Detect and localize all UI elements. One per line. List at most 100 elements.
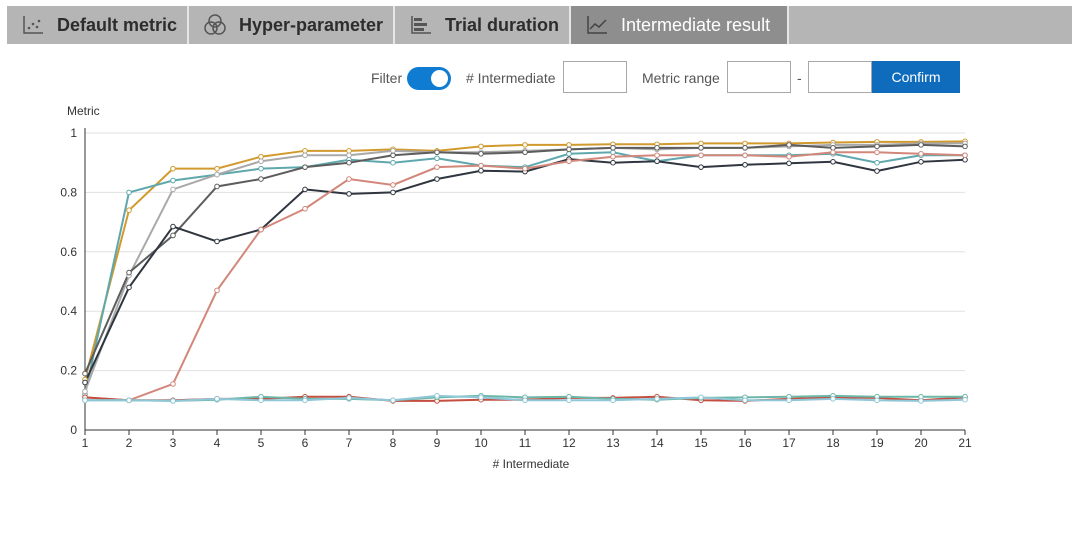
data-point	[654, 158, 660, 165]
data-point	[786, 142, 792, 148]
data-point	[126, 189, 132, 196]
tab-trial-duration[interactable]: Trial duration	[395, 6, 571, 44]
x-tick-label: 6	[302, 436, 309, 450]
data-point	[214, 171, 220, 178]
data-point	[346, 148, 352, 154]
data-point	[918, 159, 924, 165]
data-point	[522, 397, 528, 404]
axes: 00.20.40.60.811 2 3 4 5 6 7 8 9 10 11 12 13 14 15 16 17 1…	[60, 126, 972, 450]
data-point	[874, 159, 880, 166]
data-point	[654, 396, 660, 402]
panel-background	[7, 44, 1072, 474]
tab-default-metric[interactable]: Default metric	[7, 6, 189, 44]
data-point	[478, 162, 484, 169]
data-point	[698, 140, 704, 147]
data-point	[126, 207, 132, 214]
y-tick-label: 0.6	[60, 245, 77, 259]
metric-range-min-input[interactable]	[727, 61, 791, 93]
data-point	[258, 226, 264, 233]
data-point	[742, 397, 748, 404]
data-point	[566, 397, 572, 404]
y-tick-label: 0.2	[60, 364, 77, 378]
data-point	[434, 164, 440, 170]
tab-bar: Default metric Hyper-parameter Trial dur…	[7, 6, 1072, 44]
x-tick-label: 10	[474, 436, 488, 450]
x-tick-label: 13	[606, 436, 620, 450]
data-point	[962, 143, 968, 150]
data-point	[742, 152, 748, 159]
line-chart-icon	[583, 13, 611, 37]
data-point	[654, 145, 660, 151]
scatter-icon	[19, 13, 47, 37]
x-tick-label: 7	[346, 436, 353, 450]
data-point	[346, 152, 352, 159]
y-tick-label: 0.8	[60, 185, 77, 199]
x-axis-title: # Intermediate	[493, 457, 570, 471]
data-point	[258, 158, 264, 165]
data-point	[522, 149, 528, 156]
tab-label: Hyper-parameter	[239, 14, 384, 35]
data-point	[170, 381, 176, 387]
data-point	[962, 396, 968, 403]
data-point	[126, 269, 132, 276]
filter-toggle[interactable]	[407, 67, 451, 90]
data-point	[346, 176, 352, 182]
data-point	[566, 158, 572, 165]
x-tick-label: 9	[434, 436, 441, 450]
data-point	[258, 397, 264, 404]
tab-hyper-parameter[interactable]: Hyper-parameter	[189, 6, 395, 44]
tab-label: Intermediate result	[621, 14, 771, 35]
data-point	[258, 165, 264, 172]
data-point	[610, 397, 616, 404]
confirm-button[interactable]: Confirm	[872, 61, 960, 93]
data-point	[258, 176, 264, 182]
data-point	[610, 149, 616, 156]
data-point	[698, 394, 704, 401]
series-group	[82, 138, 968, 404]
data-point	[566, 146, 572, 153]
data-point	[478, 394, 484, 401]
data-point	[962, 152, 968, 159]
data-point	[874, 168, 880, 174]
y-axis-title: Metric	[67, 104, 100, 118]
data-point	[610, 145, 616, 151]
data-point	[390, 397, 396, 404]
data-point	[82, 388, 88, 395]
data-point	[302, 397, 308, 404]
data-point	[170, 398, 176, 404]
x-tick-label: 5	[258, 436, 265, 450]
data-point	[874, 149, 880, 156]
x-tick-label: 17	[782, 436, 796, 450]
data-point	[830, 149, 836, 156]
data-point	[82, 379, 88, 386]
data-point	[962, 156, 968, 163]
data-point	[786, 160, 792, 167]
data-point	[214, 238, 220, 245]
data-point	[170, 186, 176, 193]
intermediate-label: # Intermediate	[466, 70, 556, 86]
range-separator: -	[797, 70, 802, 86]
data-point	[478, 150, 484, 157]
x-tick-label: 15	[694, 436, 708, 450]
toggle-knob	[431, 70, 448, 87]
x-tick-label: 2	[126, 436, 133, 450]
data-point	[434, 149, 440, 156]
data-point	[918, 398, 924, 404]
y-tick-label: 1	[70, 126, 77, 140]
intermediate-input[interactable]	[563, 61, 627, 93]
tab-label: Default metric	[57, 14, 178, 35]
series-line	[84, 142, 965, 392]
data-point	[830, 145, 836, 151]
series-line	[84, 151, 966, 402]
data-point	[698, 145, 704, 151]
x-tick-label: 1	[82, 436, 89, 450]
data-point	[434, 176, 440, 182]
data-point	[610, 159, 616, 166]
data-point	[346, 159, 352, 166]
data-point	[698, 152, 704, 159]
tab-intermediate-result[interactable]: Intermediate result	[571, 6, 789, 44]
metric-range-max-input[interactable]	[808, 61, 872, 93]
data-point	[786, 153, 792, 160]
data-point	[874, 143, 880, 150]
data-point	[170, 223, 176, 230]
